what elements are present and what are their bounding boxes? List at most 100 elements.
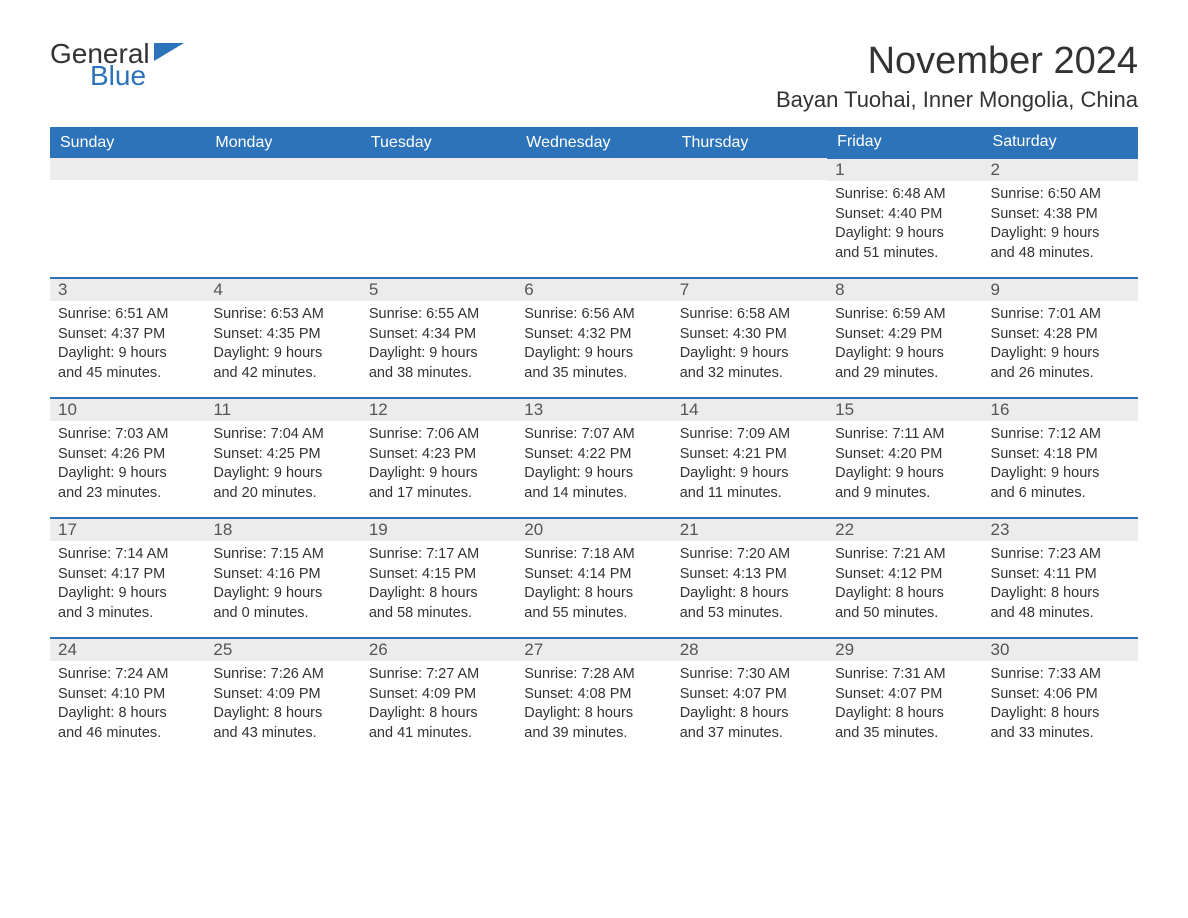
day-detail-line: Sunset: 4:11 PM bbox=[991, 565, 1130, 585]
calendar-cell: 14Sunrise: 7:09 AMSunset: 4:21 PMDayligh… bbox=[672, 398, 827, 518]
day-detail-line: Sunset: 4:26 PM bbox=[58, 445, 197, 465]
day-detail-line: Sunset: 4:09 PM bbox=[213, 685, 352, 705]
day-detail-line: Sunset: 4:28 PM bbox=[991, 325, 1130, 345]
day-header: Monday bbox=[205, 127, 360, 158]
day-detail-line: Daylight: 9 hours bbox=[524, 344, 663, 364]
day-number: 8 bbox=[827, 279, 982, 301]
day-detail-line: Sunset: 4:20 PM bbox=[835, 445, 974, 465]
day-detail-line: Sunset: 4:08 PM bbox=[524, 685, 663, 705]
calendar-cell: 23Sunrise: 7:23 AMSunset: 4:11 PMDayligh… bbox=[983, 518, 1138, 638]
calendar-cell: 12Sunrise: 7:06 AMSunset: 4:23 PMDayligh… bbox=[361, 398, 516, 518]
calendar-cell: 4Sunrise: 6:53 AMSunset: 4:35 PMDaylight… bbox=[205, 278, 360, 398]
day-details: Sunrise: 7:18 AMSunset: 4:14 PMDaylight:… bbox=[516, 541, 671, 633]
day-detail-line: and 41 minutes. bbox=[369, 724, 508, 744]
calendar-cell: 22Sunrise: 7:21 AMSunset: 4:12 PMDayligh… bbox=[827, 518, 982, 638]
day-detail-line: and 32 minutes. bbox=[680, 364, 819, 384]
day-detail-line: Sunrise: 7:15 AM bbox=[213, 545, 352, 565]
day-detail-line: Sunset: 4:21 PM bbox=[680, 445, 819, 465]
day-detail-line: Daylight: 8 hours bbox=[369, 704, 508, 724]
page-header: General Blue November 2024 Bayan Tuohai,… bbox=[50, 40, 1138, 113]
calendar-cell: 9Sunrise: 7:01 AMSunset: 4:28 PMDaylight… bbox=[983, 278, 1138, 398]
day-detail-line: Sunset: 4:14 PM bbox=[524, 565, 663, 585]
day-number: 9 bbox=[983, 279, 1138, 301]
day-detail-line: Daylight: 9 hours bbox=[524, 464, 663, 484]
day-detail-line: Sunrise: 7:11 AM bbox=[835, 425, 974, 445]
day-detail-line: Sunset: 4:23 PM bbox=[369, 445, 508, 465]
day-detail-line: Daylight: 8 hours bbox=[835, 584, 974, 604]
day-detail-line: and 55 minutes. bbox=[524, 604, 663, 624]
day-number: 12 bbox=[361, 399, 516, 421]
day-details: Sunrise: 7:04 AMSunset: 4:25 PMDaylight:… bbox=[205, 421, 360, 513]
day-detail-line: and 43 minutes. bbox=[213, 724, 352, 744]
day-number: 24 bbox=[50, 639, 205, 661]
day-details: Sunrise: 6:55 AMSunset: 4:34 PMDaylight:… bbox=[361, 301, 516, 393]
day-details: Sunrise: 7:12 AMSunset: 4:18 PMDaylight:… bbox=[983, 421, 1138, 513]
day-detail-line: Sunrise: 7:17 AM bbox=[369, 545, 508, 565]
calendar-cell: 24Sunrise: 7:24 AMSunset: 4:10 PMDayligh… bbox=[50, 638, 205, 757]
day-number: 20 bbox=[516, 519, 671, 541]
day-number: 14 bbox=[672, 399, 827, 421]
calendar-cell: 16Sunrise: 7:12 AMSunset: 4:18 PMDayligh… bbox=[983, 398, 1138, 518]
day-number: 11 bbox=[205, 399, 360, 421]
day-detail-line: Sunrise: 7:31 AM bbox=[835, 665, 974, 685]
day-detail-line: Daylight: 9 hours bbox=[680, 464, 819, 484]
day-detail-line: and 9 minutes. bbox=[835, 484, 974, 504]
day-detail-line: and 20 minutes. bbox=[213, 484, 352, 504]
day-detail-line: Sunset: 4:25 PM bbox=[213, 445, 352, 465]
empty-day-bar bbox=[50, 158, 205, 180]
day-number: 16 bbox=[983, 399, 1138, 421]
day-detail-line: Daylight: 9 hours bbox=[213, 584, 352, 604]
header-row: SundayMondayTuesdayWednesdayThursdayFrid… bbox=[50, 127, 1138, 158]
day-detail-line: Sunrise: 7:09 AM bbox=[680, 425, 819, 445]
day-detail-line: Sunset: 4:12 PM bbox=[835, 565, 974, 585]
day-details: Sunrise: 7:06 AMSunset: 4:23 PMDaylight:… bbox=[361, 421, 516, 513]
day-number: 23 bbox=[983, 519, 1138, 541]
day-detail-line: Daylight: 9 hours bbox=[835, 464, 974, 484]
day-detail-line: Daylight: 9 hours bbox=[213, 344, 352, 364]
day-detail-line: and 42 minutes. bbox=[213, 364, 352, 384]
day-detail-line: Sunset: 4:17 PM bbox=[58, 565, 197, 585]
calendar-week: 10Sunrise: 7:03 AMSunset: 4:26 PMDayligh… bbox=[50, 398, 1138, 518]
day-detail-line: and 51 minutes. bbox=[835, 244, 974, 264]
empty-day-bar bbox=[205, 158, 360, 180]
day-detail-line: Daylight: 9 hours bbox=[58, 464, 197, 484]
day-detail-line: Sunrise: 7:26 AM bbox=[213, 665, 352, 685]
logo: General Blue bbox=[50, 40, 188, 90]
day-number: 30 bbox=[983, 639, 1138, 661]
day-number: 25 bbox=[205, 639, 360, 661]
day-detail-line: Sunrise: 7:12 AM bbox=[991, 425, 1130, 445]
calendar-week: 1Sunrise: 6:48 AMSunset: 4:40 PMDaylight… bbox=[50, 158, 1138, 278]
day-detail-line: Daylight: 9 hours bbox=[369, 464, 508, 484]
day-number: 4 bbox=[205, 279, 360, 301]
day-detail-line: and 50 minutes. bbox=[835, 604, 974, 624]
day-detail-line: Sunrise: 7:07 AM bbox=[524, 425, 663, 445]
day-details: Sunrise: 7:21 AMSunset: 4:12 PMDaylight:… bbox=[827, 541, 982, 633]
day-header: Tuesday bbox=[361, 127, 516, 158]
day-detail-line: Sunset: 4:34 PM bbox=[369, 325, 508, 345]
day-detail-line: and 37 minutes. bbox=[680, 724, 819, 744]
day-detail-line: Sunset: 4:09 PM bbox=[369, 685, 508, 705]
day-details: Sunrise: 7:09 AMSunset: 4:21 PMDaylight:… bbox=[672, 421, 827, 513]
day-detail-line: and 11 minutes. bbox=[680, 484, 819, 504]
calendar-cell: 10Sunrise: 7:03 AMSunset: 4:26 PMDayligh… bbox=[50, 398, 205, 518]
day-detail-line: Sunrise: 7:04 AM bbox=[213, 425, 352, 445]
day-detail-line: Daylight: 8 hours bbox=[991, 584, 1130, 604]
calendar-week: 3Sunrise: 6:51 AMSunset: 4:37 PMDaylight… bbox=[50, 278, 1138, 398]
calendar-week: 17Sunrise: 7:14 AMSunset: 4:17 PMDayligh… bbox=[50, 518, 1138, 638]
day-details: Sunrise: 7:30 AMSunset: 4:07 PMDaylight:… bbox=[672, 661, 827, 753]
day-detail-line: Sunset: 4:06 PM bbox=[991, 685, 1130, 705]
day-detail-line: and 3 minutes. bbox=[58, 604, 197, 624]
logo-flag-icon bbox=[154, 38, 188, 69]
day-detail-line: Sunset: 4:13 PM bbox=[680, 565, 819, 585]
day-detail-line: and 38 minutes. bbox=[369, 364, 508, 384]
day-detail-line: Sunset: 4:40 PM bbox=[835, 205, 974, 225]
day-details: Sunrise: 7:27 AMSunset: 4:09 PMDaylight:… bbox=[361, 661, 516, 753]
day-number: 1 bbox=[827, 159, 982, 181]
calendar-cell: 3Sunrise: 6:51 AMSunset: 4:37 PMDaylight… bbox=[50, 278, 205, 398]
calendar-cell bbox=[50, 158, 205, 278]
day-detail-line: Sunset: 4:18 PM bbox=[991, 445, 1130, 465]
day-details: Sunrise: 6:51 AMSunset: 4:37 PMDaylight:… bbox=[50, 301, 205, 393]
day-detail-line: Sunrise: 7:24 AM bbox=[58, 665, 197, 685]
day-detail-line: and 48 minutes. bbox=[991, 604, 1130, 624]
day-header: Saturday bbox=[983, 127, 1138, 158]
